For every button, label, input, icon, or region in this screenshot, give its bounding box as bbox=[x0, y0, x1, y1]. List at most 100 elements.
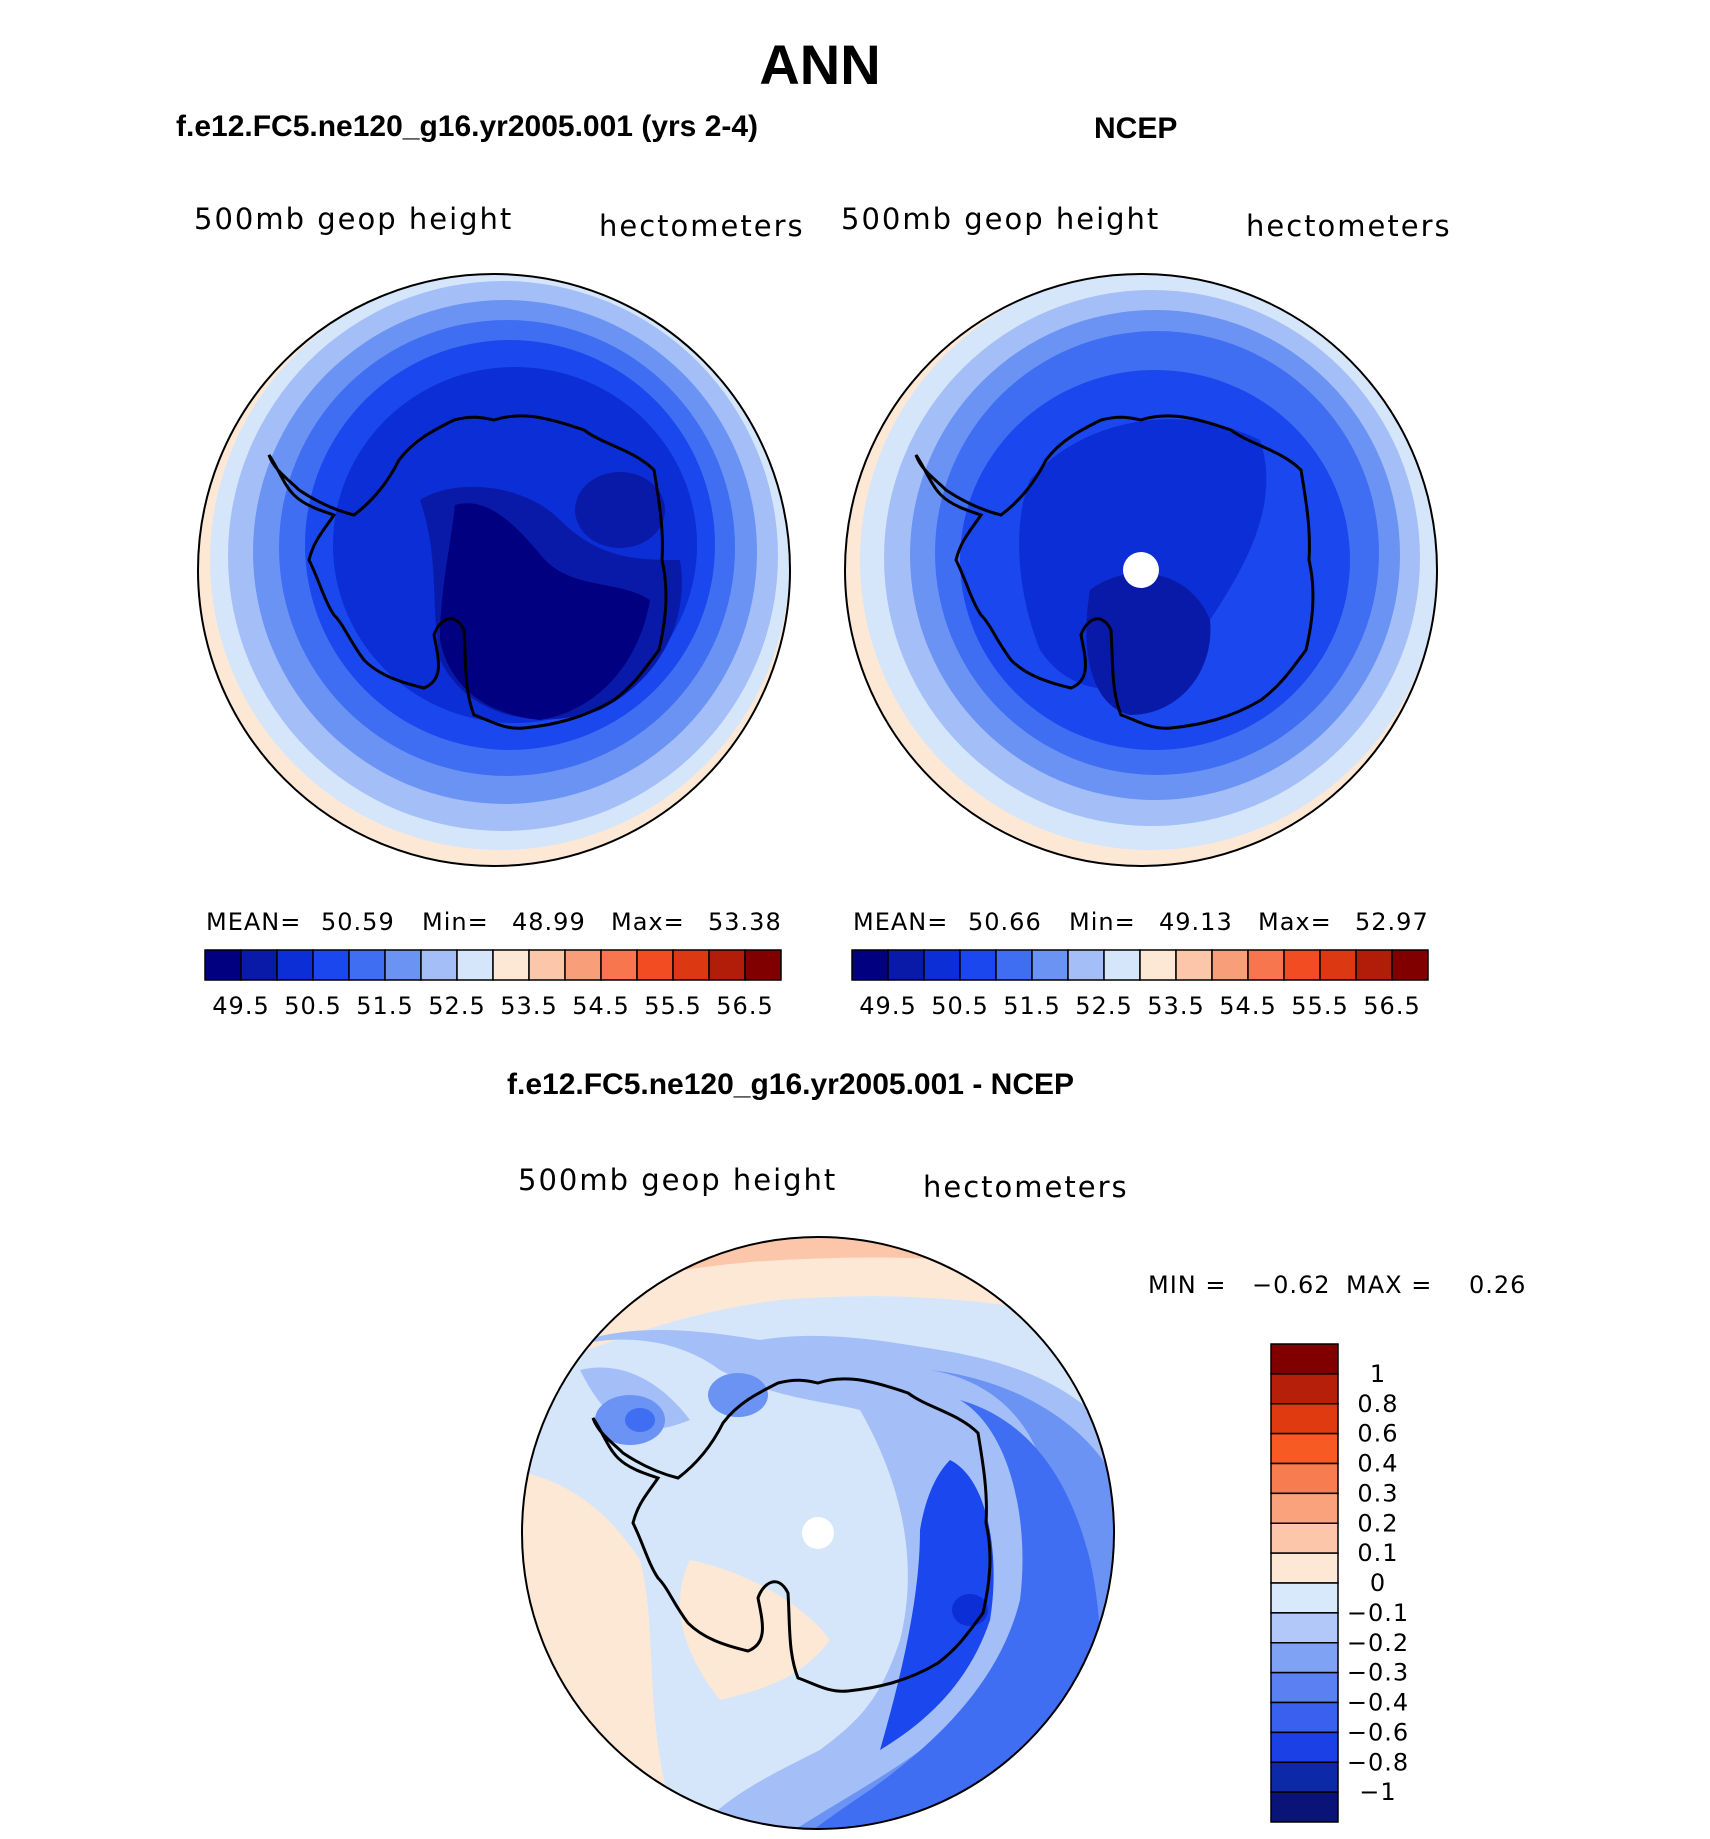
diff-colorbar-tick-label: −0.3 bbox=[1347, 1659, 1409, 1687]
right-colorbar-swatch bbox=[959, 949, 997, 981]
right-colorbar-swatch bbox=[1139, 949, 1177, 981]
diff-colorbar-tick-label: −0.2 bbox=[1347, 1629, 1409, 1657]
diff-colorbar-tick-label: 0.8 bbox=[1357, 1390, 1398, 1418]
right-colorbar-swatch bbox=[851, 949, 889, 981]
left-max-label: Max= bbox=[611, 908, 685, 936]
diff-min-label: MIN = bbox=[1148, 1271, 1227, 1299]
diff-colorbar-swatch bbox=[1270, 1343, 1339, 1375]
diff-colorbar-swatch bbox=[1270, 1731, 1339, 1763]
diff-colorbar-swatch bbox=[1270, 1552, 1339, 1584]
right-colorbar-tick-label: 54.5 bbox=[1219, 992, 1276, 1020]
right-colorbar-swatch bbox=[1175, 949, 1213, 981]
left-mean-value: 50.59 bbox=[321, 908, 395, 936]
diff-colorbar: 10.80.60.40.30.20.10−0.1−0.2−0.3−0.4−0.6… bbox=[1270, 1343, 1409, 1823]
right-colorbar-swatch bbox=[887, 949, 925, 981]
right-colorbar-swatch bbox=[1067, 949, 1105, 981]
diff-colorbar-tick-label: 0.4 bbox=[1357, 1450, 1398, 1478]
diff-colorbar-swatch bbox=[1270, 1761, 1339, 1793]
right-variable-label: 500mb geop height bbox=[841, 202, 1161, 236]
right-mean-label: MEAN= bbox=[853, 908, 949, 936]
right-colorbar-swatch bbox=[1031, 949, 1069, 981]
left-map bbox=[198, 274, 790, 866]
diff-colorbar-tick-label: −0.1 bbox=[1347, 1599, 1409, 1627]
right-colorbar-swatch bbox=[1319, 949, 1357, 981]
right-colorbar: 49.5 50.5 51.5 52.5 53.5 54.5 55.5 56.5 bbox=[851, 949, 1429, 1020]
left-colorbar-swatch bbox=[276, 949, 314, 981]
left-variable-label: 500mb geop height bbox=[194, 202, 514, 236]
right-colorbar-tick-label: 53.5 bbox=[1147, 992, 1204, 1020]
left-colorbar-swatch bbox=[564, 949, 602, 981]
diff-variable-label: 500mb geop height bbox=[518, 1163, 838, 1197]
diff-colorbar-swatch bbox=[1270, 1522, 1339, 1554]
left-colorbar-tick-label: 49.5 bbox=[212, 992, 269, 1020]
right-panel-title: NCEP bbox=[1094, 112, 1178, 145]
left-colorbar-tick-label: 51.5 bbox=[356, 992, 413, 1020]
right-min-label: Min= bbox=[1069, 908, 1136, 936]
left-colorbar-swatch bbox=[708, 949, 746, 981]
right-colorbar-tick-label: 51.5 bbox=[1003, 992, 1060, 1020]
left-colorbar-tick-label: 55.5 bbox=[644, 992, 701, 1020]
left-colorbar-swatch bbox=[744, 949, 782, 981]
diff-panel-title: f.e12.FC5.ne120_g16.yr2005.001 - NCEP bbox=[507, 1068, 1074, 1101]
diff-colorbar-swatch bbox=[1270, 1642, 1339, 1674]
diff-colorbar-tick-label: 0 bbox=[1370, 1569, 1386, 1597]
diff-colorbar-swatch bbox=[1270, 1612, 1339, 1644]
main-title: ANN bbox=[759, 33, 881, 96]
right-colorbar-swatch bbox=[1211, 949, 1249, 981]
diff-colorbar-tick-label: 0.1 bbox=[1357, 1539, 1398, 1567]
left-colorbar-swatch bbox=[240, 949, 278, 981]
diff-map-border bbox=[521, 1236, 1115, 1830]
diff-map bbox=[522, 1237, 1114, 1829]
right-max-label: Max= bbox=[1258, 908, 1332, 936]
left-colorbar-tick-label: 53.5 bbox=[500, 992, 557, 1020]
right-colorbar-swatch bbox=[1355, 949, 1393, 981]
diff-max-value: 0.26 bbox=[1469, 1271, 1527, 1299]
left-panel-title: f.e12.FC5.ne120_g16.yr2005.001 (yrs 2-4) bbox=[176, 110, 759, 143]
left-colorbar-swatch bbox=[600, 949, 638, 981]
left-colorbar-swatch bbox=[636, 949, 674, 981]
left-mean-label: MEAN= bbox=[206, 908, 302, 936]
diff-colorbar-swatch bbox=[1270, 1492, 1339, 1524]
diff-colorbar-tick-label: −0.8 bbox=[1347, 1748, 1409, 1776]
left-colorbar-tick-label: 50.5 bbox=[284, 992, 341, 1020]
diff-colorbar-tick-label: 0.3 bbox=[1357, 1479, 1398, 1507]
right-colorbar-swatch bbox=[1247, 949, 1285, 981]
diff-colorbar-swatch bbox=[1270, 1582, 1339, 1614]
diff-units-label: hectometers bbox=[923, 1170, 1129, 1204]
right-units-label: hectometers bbox=[1246, 209, 1452, 243]
left-colorbar-tick-label: 56.5 bbox=[716, 992, 773, 1020]
right-min-value: 49.13 bbox=[1159, 908, 1233, 936]
right-map bbox=[845, 274, 1437, 866]
right-max-value: 52.97 bbox=[1355, 908, 1429, 936]
left-max-value: 53.38 bbox=[708, 908, 782, 936]
left-colorbar-swatch bbox=[528, 949, 566, 981]
left-colorbar-swatch bbox=[492, 949, 530, 981]
diff-colorbar-tick-label: 1 bbox=[1370, 1360, 1386, 1388]
diff-colorbar-tick-label: −1 bbox=[1359, 1778, 1396, 1806]
right-colorbar-tick-label: 55.5 bbox=[1291, 992, 1348, 1020]
diff-max-label: MAX = bbox=[1346, 1271, 1433, 1299]
diff-colorbar-swatch bbox=[1270, 1701, 1339, 1734]
diff-colorbar-swatch bbox=[1270, 1373, 1339, 1405]
left-colorbar-tick-label: 52.5 bbox=[428, 992, 485, 1020]
diff-colorbar-swatch bbox=[1270, 1462, 1339, 1495]
right-colorbar-swatch bbox=[923, 949, 961, 981]
right-colorbar-swatch bbox=[1283, 949, 1321, 981]
left-units-label: hectometers bbox=[599, 209, 805, 243]
diff-min-value: −0.62 bbox=[1252, 1271, 1331, 1299]
right-colorbar-tick-label: 50.5 bbox=[931, 992, 988, 1020]
left-colorbar-swatch bbox=[312, 949, 350, 981]
right-colorbar-swatch bbox=[995, 949, 1033, 981]
left-colorbar-swatch bbox=[348, 949, 386, 981]
right-map-border bbox=[844, 273, 1438, 867]
left-colorbar-swatch bbox=[384, 949, 422, 981]
right-colorbar-tick-label: 56.5 bbox=[1363, 992, 1420, 1020]
right-colorbar-swatch bbox=[1103, 949, 1141, 981]
left-colorbar-tick-label: 54.5 bbox=[572, 992, 629, 1020]
left-colorbar-swatch bbox=[672, 949, 710, 981]
right-mean-value: 50.66 bbox=[968, 908, 1042, 936]
right-colorbar-tick-label: 52.5 bbox=[1075, 992, 1132, 1020]
left-min-label: Min= bbox=[422, 908, 489, 936]
diff-colorbar-tick-label: −0.4 bbox=[1347, 1689, 1409, 1717]
